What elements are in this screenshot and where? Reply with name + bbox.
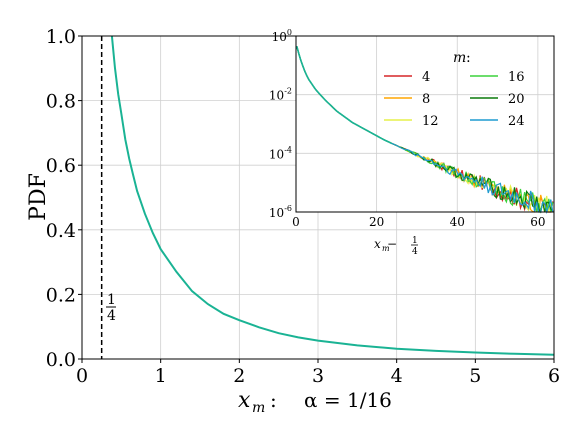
legend-label-16: 16	[508, 70, 525, 85]
main-xlabel-colon: :	[270, 388, 277, 412]
inset-x-tick-label: 60	[530, 215, 545, 229]
inset-xlabel-sub: m	[382, 244, 390, 253]
main-xlabel: x m : α = 1/16	[238, 388, 392, 416]
main-y-tick-label: 0.2	[46, 284, 76, 306]
main-tick-labels: 0 1 2 3 4 5 60.00.20.40.60.81.0	[46, 26, 560, 387]
main-x-tick-label: 6	[548, 365, 560, 387]
inset-xlabel-minus: −	[387, 237, 397, 251]
legend-label-4: 4	[422, 70, 430, 85]
legend-label-8: 8	[422, 92, 430, 107]
main-ylabel: PDF	[26, 173, 51, 221]
inset-x-tick-label: 0	[292, 215, 300, 229]
legend-label-20: 20	[508, 92, 525, 107]
main-xlabel-x: x	[238, 388, 251, 413]
main-pdf-curve	[110, 35, 555, 356]
main-x-tick-label: 4	[391, 365, 403, 387]
legend-title-var: m	[453, 50, 466, 66]
legend-title-rest: :	[466, 50, 471, 66]
main-y-tick-label: 0.8	[46, 91, 76, 113]
main-y-tick-label: 1.0	[46, 26, 76, 48]
inset-xlabel-frac-num: 1	[412, 236, 418, 246]
inset-axes-frame	[295, 35, 555, 213]
inset-plot-area	[296, 36, 554, 212]
main-y-tick-label: 0.6	[46, 155, 76, 177]
main-curve-group	[110, 35, 555, 356]
main-y-tick-label: 0.4	[46, 220, 76, 242]
inset-curve-group	[296, 46, 554, 215]
quarter-label: 1 4	[106, 292, 116, 324]
inset-x-tick-label: 20	[369, 215, 384, 229]
inset-xlabel: x m − 1 4	[374, 236, 418, 257]
inset-xlabel-x: x	[374, 237, 381, 251]
main-x-tick-label: 0	[76, 365, 88, 387]
legend-label-24: 24	[508, 114, 525, 129]
main-x-tick-label: 3	[312, 365, 324, 387]
main-xlabel-alpha: α = 1/16	[304, 388, 392, 412]
inset-overlap-curve	[296, 46, 392, 145]
main-x-tick-label: 1	[155, 365, 167, 387]
quarter-label-denominator: 4	[107, 308, 116, 324]
main-x-tick-label: 5	[469, 365, 481, 387]
main-y-tick-label: 0.0	[46, 349, 76, 371]
main-xlabel-sub: m	[252, 400, 265, 416]
inset-xlabel-frac-den: 4	[412, 247, 418, 257]
quarter-label-numerator: 1	[107, 292, 116, 308]
main-x-tick-label: 2	[233, 365, 245, 387]
legend-label-12: 12	[422, 114, 439, 129]
inset-legend: m : 4 8 12 16 20 24	[384, 50, 525, 129]
inset-x-tick-label: 40	[450, 215, 465, 229]
